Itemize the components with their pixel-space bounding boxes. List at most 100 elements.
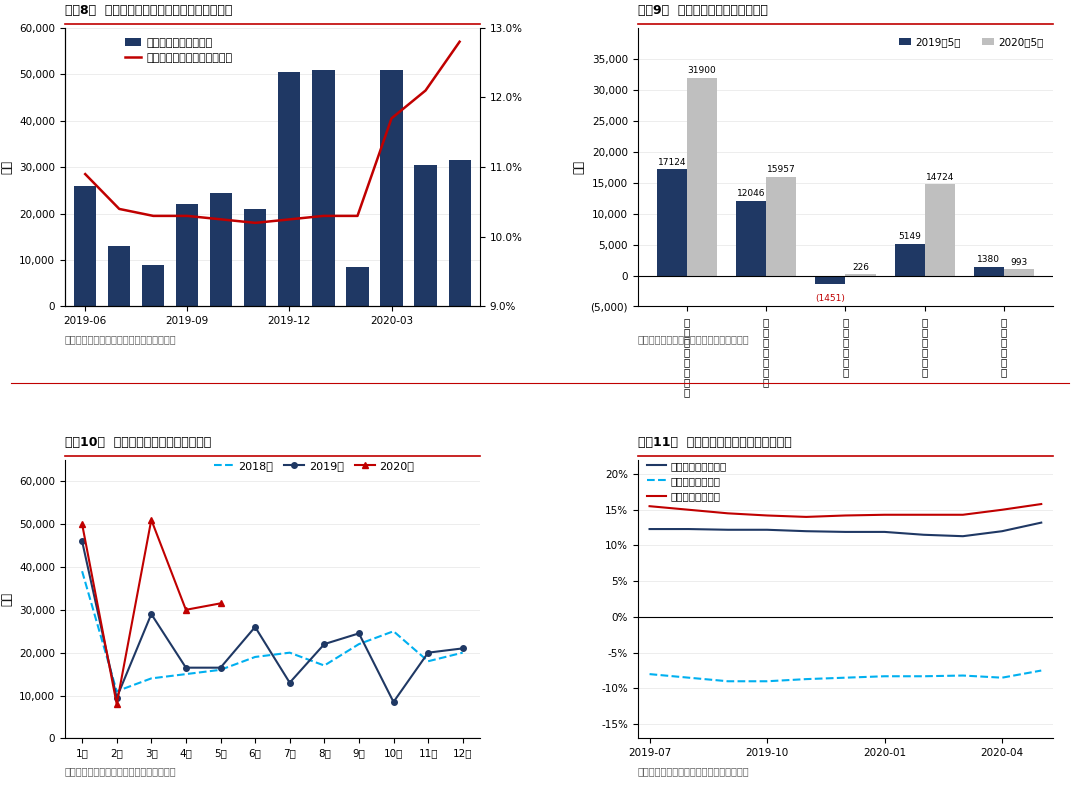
Line: 2020年: 2020年	[79, 516, 224, 707]
直接融资同比增速	[878, 510, 891, 519]
直接融资同比增速	[800, 512, 813, 522]
Legend: 2018年, 2019年, 2020年: 2018年, 2019年, 2020年	[210, 457, 418, 476]
Bar	[176, 204, 199, 306]
表外融资同比增速	[721, 676, 734, 686]
本外币贷款同比增速	[721, 525, 734, 534]
Text: 5149: 5149	[899, 232, 921, 241]
2018年	[387, 626, 400, 636]
Bar	[815, 276, 846, 284]
2019年	[214, 663, 227, 673]
本外币贷款同比增速	[878, 527, 891, 537]
2019年	[76, 537, 89, 546]
Legend: 本外币贷款同比增速, 表外融资同比增速, 直接融资同比增速: 本外币贷款同比增速, 表外融资同比增速, 直接融资同比增速	[643, 457, 730, 505]
直接融资同比增速	[839, 511, 852, 520]
Text: 图表8：  社会融资规模单月新增及余额同比增速: 图表8： 社会融资规模单月新增及余额同比增速	[65, 4, 232, 17]
2018年	[421, 657, 434, 666]
Text: 资料来源：中国人民银行，华泰证券研究所: 资料来源：中国人民银行，华泰证券研究所	[65, 766, 176, 777]
Bar	[846, 274, 876, 276]
Text: 15957: 15957	[767, 165, 796, 174]
Y-axis label: 亿元: 亿元	[0, 160, 14, 174]
Line: 2019年: 2019年	[79, 538, 465, 705]
本外币贷款同比增速	[683, 524, 696, 534]
2019年	[248, 622, 261, 632]
Bar	[75, 186, 96, 306]
2019年	[283, 678, 296, 688]
本外币贷款同比增速	[800, 526, 813, 536]
2018年	[110, 687, 123, 696]
2018年	[283, 648, 296, 657]
Bar	[894, 244, 924, 276]
2019年	[421, 648, 434, 657]
Text: 资料来源：中国人民银行，华泰证券研究所: 资料来源：中国人民银行，华泰证券研究所	[65, 334, 176, 345]
Text: 226: 226	[852, 263, 869, 272]
Legend: 2019年5月, 2020年5月: 2019年5月, 2020年5月	[894, 33, 1048, 52]
2019年	[179, 663, 192, 673]
Bar	[1004, 269, 1035, 276]
表外融资同比增速	[1035, 666, 1048, 676]
Line: 表外融资同比增速: 表外融资同比增速	[649, 671, 1041, 681]
Bar	[211, 193, 232, 306]
Bar	[244, 209, 267, 306]
表外融资同比增速	[957, 671, 970, 680]
表外融资同比增速	[760, 676, 773, 686]
Bar	[143, 264, 164, 306]
直接融资同比增速	[957, 510, 970, 519]
直接融资同比增速	[917, 510, 930, 519]
2019年	[387, 697, 400, 707]
2019年	[318, 639, 330, 649]
2020年	[179, 605, 192, 615]
Bar	[279, 72, 300, 306]
2019年	[110, 693, 123, 703]
本外币贷款同比增速	[957, 531, 970, 541]
直接融资同比增速	[996, 505, 1009, 515]
Bar	[415, 165, 436, 306]
Text: 14724: 14724	[926, 173, 954, 182]
本外币贷款同比增速	[839, 527, 852, 537]
本外币贷款同比增速	[996, 526, 1009, 536]
Text: 图表9：  当月新增社会融资规模结构: 图表9： 当月新增社会融资规模结构	[638, 4, 768, 17]
直接融资同比增速	[683, 505, 696, 515]
直接融资同比增速	[1035, 499, 1048, 509]
Bar	[657, 169, 687, 276]
直接融资同比增速	[760, 511, 773, 520]
Text: 993: 993	[1011, 258, 1028, 267]
直接融资同比增速	[643, 502, 656, 511]
Text: 12046: 12046	[737, 190, 766, 198]
2018年	[456, 648, 469, 657]
Bar	[687, 78, 717, 276]
表外融资同比增速	[917, 672, 930, 681]
Bar	[108, 246, 131, 306]
2020年	[76, 519, 89, 529]
2018年	[179, 669, 192, 679]
本外币贷款同比增速	[1035, 518, 1048, 527]
Line: 本外币贷款同比增速: 本外币贷款同比增速	[649, 522, 1041, 536]
Text: (1451): (1451)	[815, 294, 846, 303]
Text: 图表10：  各年度当月新增社会融资规模: 图表10： 各年度当月新增社会融资规模	[65, 436, 211, 449]
表外融资同比增速	[800, 674, 813, 684]
Line: 2018年: 2018年	[82, 571, 462, 692]
Bar	[312, 70, 335, 306]
Text: 31900: 31900	[688, 67, 716, 75]
Bar	[735, 201, 766, 276]
Text: 资料来源：中国人民银行，华泰证券研究所: 资料来源：中国人民银行，华泰证券研究所	[638, 766, 750, 777]
表外融资同比增速	[643, 669, 656, 679]
2018年	[352, 639, 365, 649]
Y-axis label: 亿元: 亿元	[572, 160, 585, 174]
本外币贷款同比增速	[917, 530, 930, 540]
2019年	[456, 644, 469, 653]
2019年	[352, 629, 365, 638]
Bar	[766, 177, 796, 276]
2019年	[145, 609, 158, 619]
Bar	[974, 267, 1004, 276]
Bar	[924, 184, 955, 276]
2018年	[214, 665, 227, 675]
本外币贷款同比增速	[760, 525, 773, 534]
表外融资同比增速	[683, 673, 696, 683]
直接融资同比增速	[721, 509, 734, 518]
2020年	[145, 515, 158, 525]
表外融资同比增速	[839, 673, 852, 683]
Line: 直接融资同比增速: 直接融资同比增速	[649, 504, 1041, 517]
Bar	[380, 70, 403, 306]
Text: 资料来源：中国人民银行，华泰证券研究所: 资料来源：中国人民银行，华泰证券研究所	[638, 334, 750, 345]
Text: 17124: 17124	[658, 158, 686, 167]
